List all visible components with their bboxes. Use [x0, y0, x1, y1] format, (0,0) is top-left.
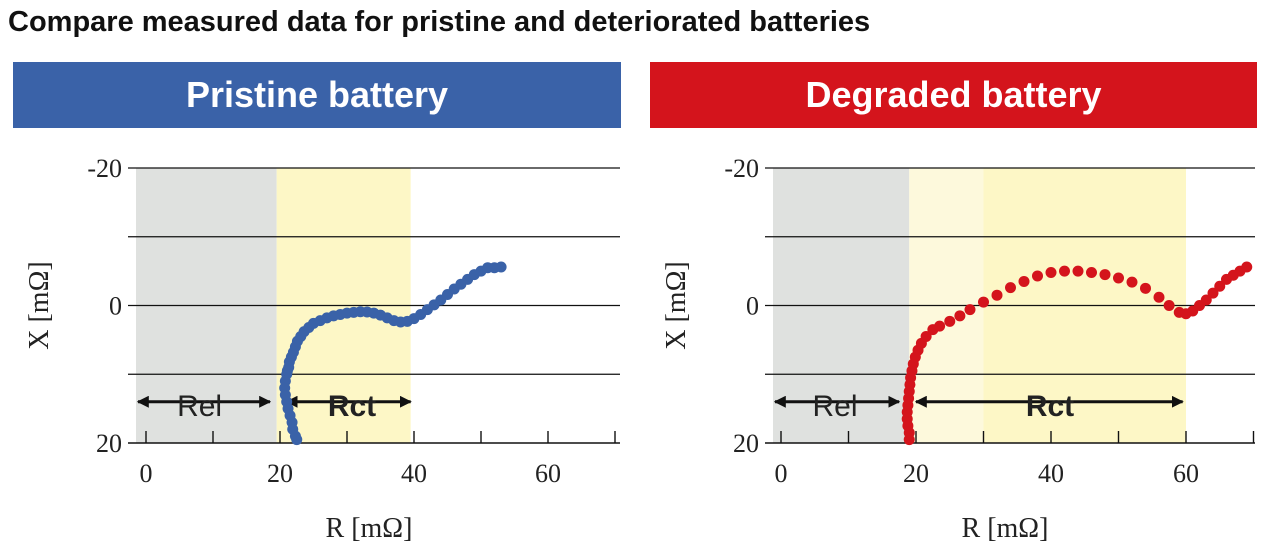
- pristine-x-tick-label: 0: [140, 459, 153, 488]
- degraded-y-axis-label: X [mΩ]: [661, 261, 692, 349]
- pristine-y-axis-label: X [mΩ]: [24, 261, 55, 349]
- degraded-data-point: [1086, 267, 1097, 278]
- degraded-banner: Degraded battery: [650, 62, 1257, 128]
- degraded-data-point: [1214, 280, 1226, 292]
- degraded-data-point: [1207, 287, 1219, 299]
- degraded-data-point: [1140, 282, 1151, 294]
- pristine-x-tick-label: 60: [535, 459, 561, 488]
- degraded-data-point: [1059, 265, 1070, 277]
- degraded-y-tick-label: -20: [724, 154, 759, 183]
- degraded-x-tick-label: 60: [1173, 459, 1199, 488]
- degraded-data-point: [1200, 294, 1212, 306]
- pristine-x-tick-label: 40: [401, 459, 427, 488]
- degraded-battery-chart: 0 20 40 60 -20 0 20 R [mΩ] X [mΩ] Rel Rct: [661, 154, 1255, 544]
- degraded-data-point: [1113, 272, 1124, 284]
- degraded-data-point: [1241, 261, 1253, 273]
- pristine-x-tick-label: 20: [267, 459, 293, 488]
- degraded-data-point: [1045, 267, 1057, 278]
- pristine-data-point: [495, 261, 507, 273]
- degraded-data-point: [920, 330, 932, 342]
- pristine-y-tick-label: 20: [96, 429, 122, 458]
- pristine-x-axis-label: R [mΩ]: [326, 513, 413, 544]
- degraded-data-point: [934, 320, 946, 332]
- degraded-rel-label: Rel: [812, 390, 857, 423]
- pristine-y-tick-label: 0: [109, 292, 122, 321]
- degraded-data-point: [1153, 291, 1165, 303]
- degraded-data-point: [1018, 275, 1030, 287]
- page-title: Compare measured data for pristine and d…: [8, 6, 871, 38]
- degraded-x-axis-label: R [mΩ]: [962, 513, 1049, 544]
- degraded-x-tick-label: 0: [775, 459, 788, 488]
- degraded-data-point: [954, 310, 966, 322]
- degraded-data-point: [964, 304, 976, 316]
- degraded-data-point: [978, 296, 989, 308]
- degraded-y-tick-label: 0: [746, 292, 759, 321]
- degraded-data-point: [991, 289, 1003, 301]
- pristine-chart-title: Pristine battery: [185, 74, 449, 115]
- pristine-battery-chart: 0 20 40 60 -20 0 20 R [mΩ] X [mΩ] Rel Rct: [24, 154, 620, 544]
- degraded-y-tick-label: 20: [733, 429, 759, 458]
- degraded-data-point: [1099, 269, 1111, 281]
- degraded-data-point: [1163, 300, 1175, 311]
- degraded-x-tick-label: 20: [903, 459, 929, 488]
- degraded-data-point: [1032, 270, 1043, 282]
- pristine-rct-label: Rct: [328, 390, 376, 423]
- degraded-chart-title: Degraded battery: [805, 74, 1102, 115]
- degraded-rct-label: Rct: [1026, 390, 1074, 423]
- degraded-x-tick-label: 40: [1038, 459, 1064, 488]
- degraded-data-point: [944, 315, 956, 327]
- degraded-data-point: [1072, 265, 1084, 277]
- degraded-data-point: [1005, 282, 1016, 294]
- pristine-banner: Pristine battery: [13, 62, 621, 128]
- pristine-rel-label: Rel: [177, 390, 222, 423]
- degraded-data-point: [1126, 276, 1138, 288]
- pristine-y-tick-label: -20: [87, 154, 122, 183]
